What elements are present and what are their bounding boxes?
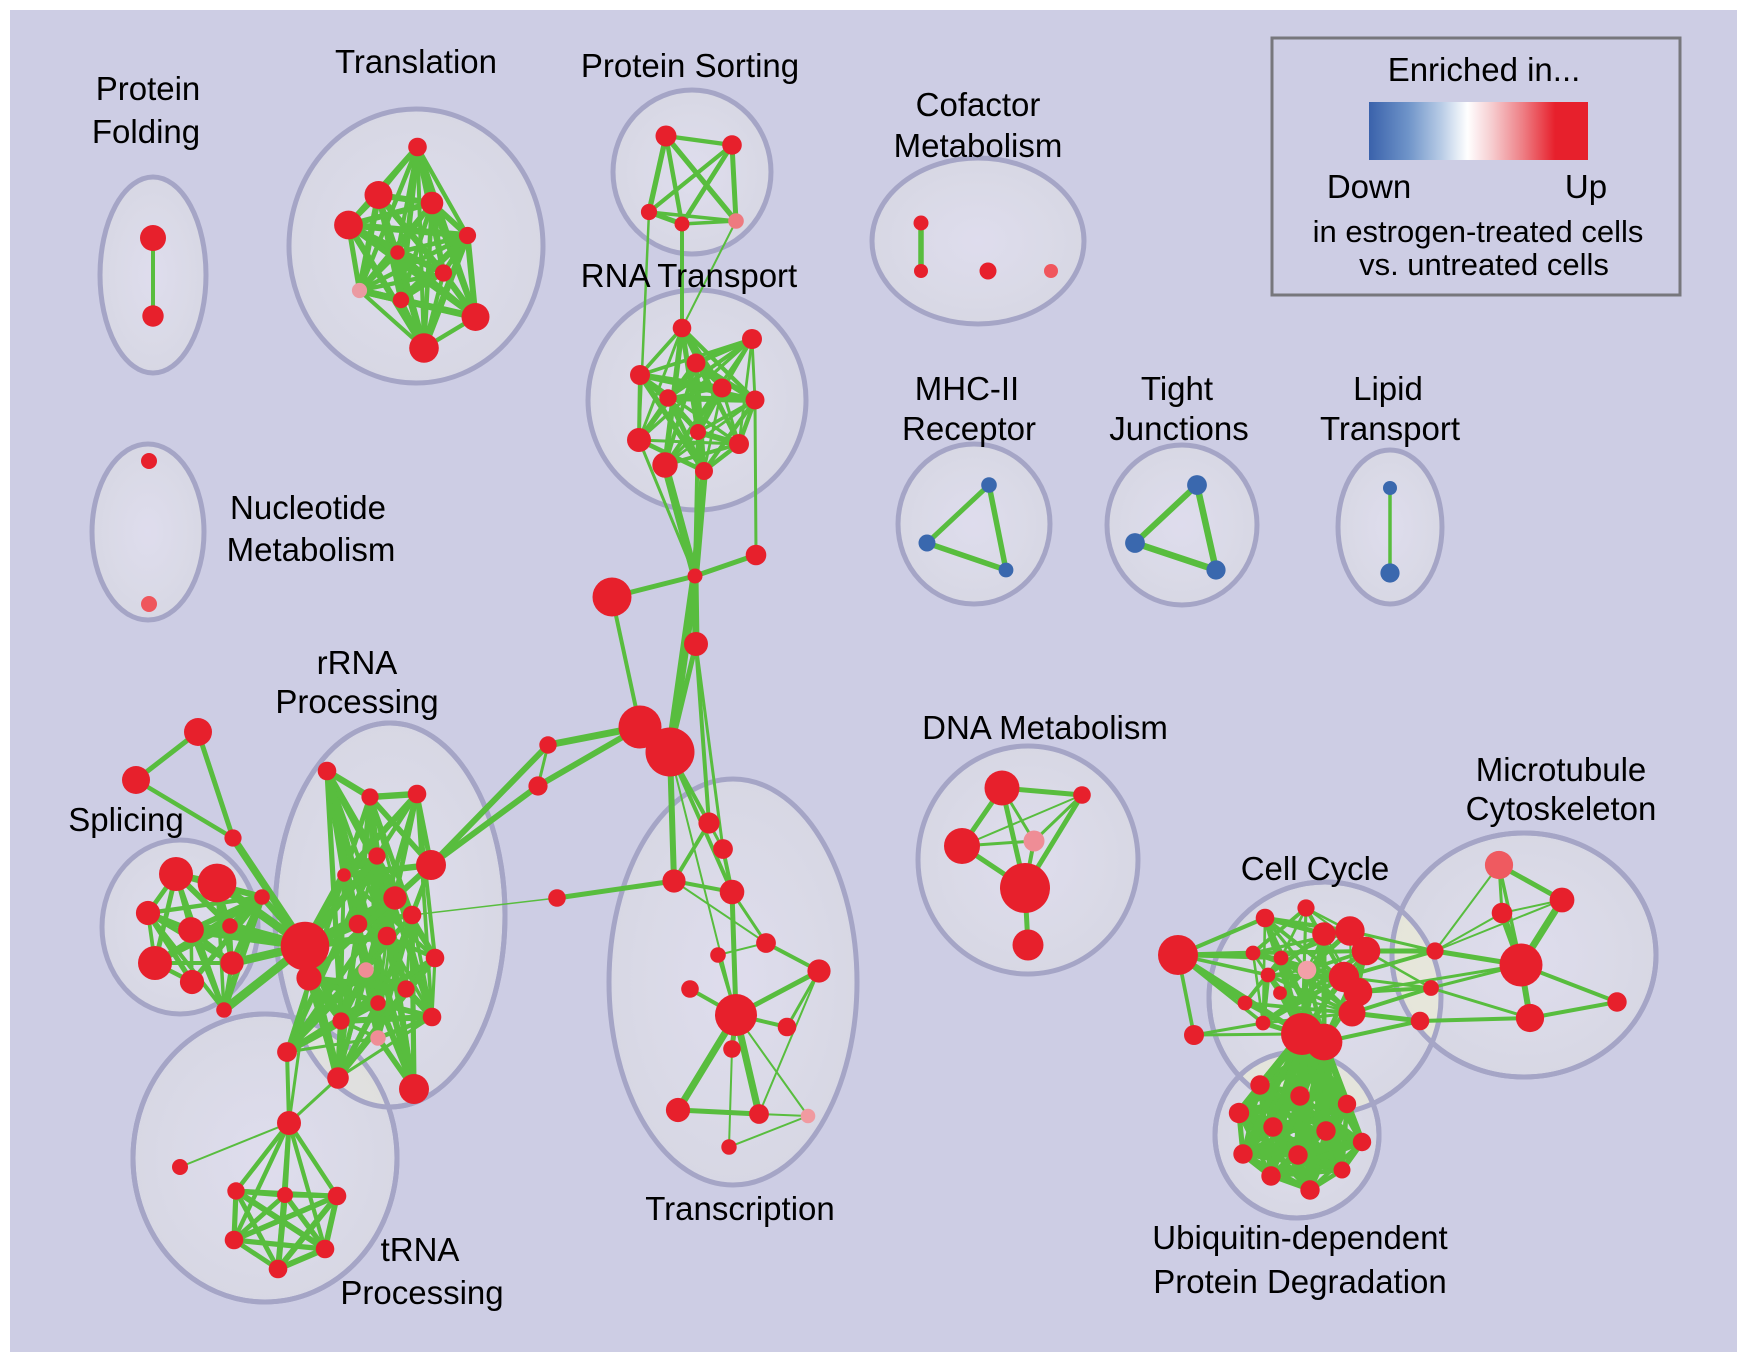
svg-text:Lipid: Lipid [1353,370,1423,407]
svg-text:Protein Sorting: Protein Sorting [581,47,799,84]
svg-text:in estrogen-treated cells: in estrogen-treated cells [1313,214,1644,249]
svg-text:Protein: Protein [96,70,201,107]
svg-text:Ubiquitin-dependent: Ubiquitin-dependent [1152,1219,1447,1256]
svg-text:Junctions: Junctions [1109,410,1248,447]
svg-text:Translation: Translation [335,43,497,80]
svg-text:tRNA: tRNA [381,1231,460,1268]
svg-text:vs. untreated cells: vs. untreated cells [1359,247,1609,282]
svg-text:Receptor: Receptor [902,410,1036,447]
svg-text:Down: Down [1327,168,1411,205]
svg-text:Processing: Processing [275,683,438,720]
svg-text:Enriched in...: Enriched in... [1388,51,1581,88]
svg-text:RNA Transport: RNA Transport [581,257,797,294]
svg-text:Splicing: Splicing [68,801,184,838]
svg-text:Cell Cycle: Cell Cycle [1241,850,1390,887]
svg-text:Microtubule: Microtubule [1476,751,1647,788]
svg-text:Cytoskeleton: Cytoskeleton [1466,790,1657,827]
svg-text:Transcription: Transcription [645,1190,835,1227]
svg-text:rRNA: rRNA [317,644,398,681]
svg-text:Folding: Folding [92,113,200,150]
svg-text:Nucleotide: Nucleotide [230,489,386,526]
svg-text:Cofactor: Cofactor [916,86,1041,123]
svg-text:Metabolism: Metabolism [227,531,396,568]
svg-text:Processing: Processing [340,1274,503,1311]
svg-text:DNA Metabolism: DNA Metabolism [922,709,1168,746]
svg-text:MHC-II: MHC-II [915,370,1019,407]
svg-text:Tight: Tight [1141,370,1213,407]
svg-text:Metabolism: Metabolism [894,127,1063,164]
svg-text:Transport: Transport [1320,410,1460,447]
svg-text:Up: Up [1565,168,1607,205]
svg-text:Protein Degradation: Protein Degradation [1153,1263,1447,1300]
